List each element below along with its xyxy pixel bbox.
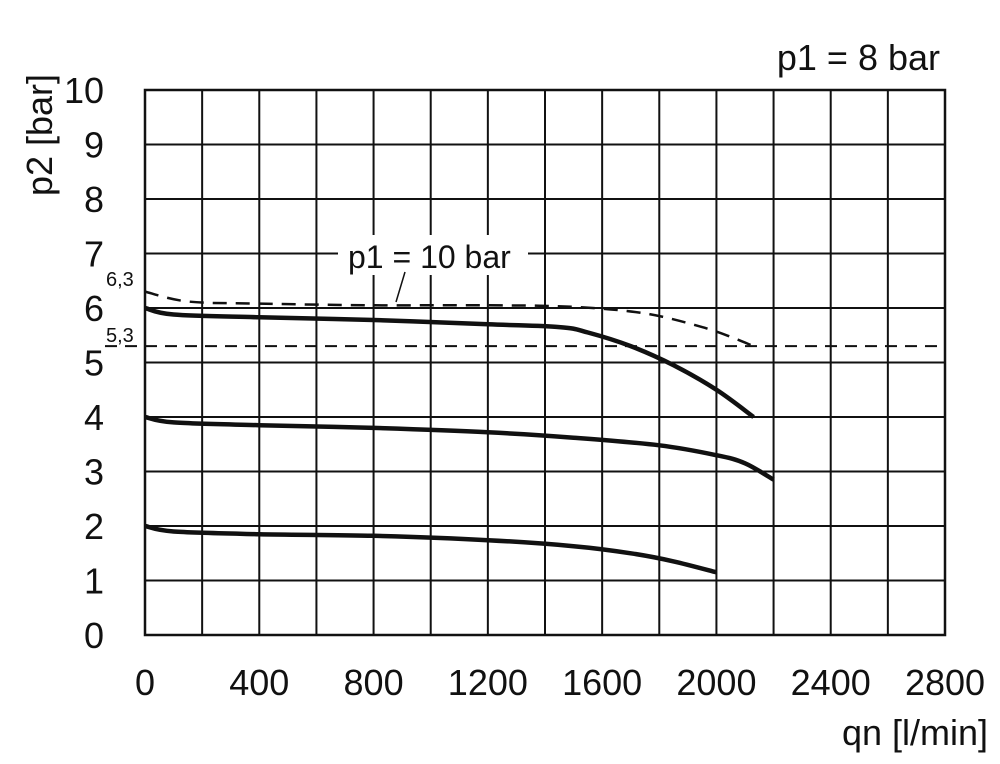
dashed-series-leader (395, 271, 406, 303)
x-tick-label: 1200 (448, 662, 528, 703)
x-tick-labels: 0 400 800 1200 1600 2000 2400 2800 (135, 662, 985, 703)
level-high-label: 6,3 (106, 269, 134, 291)
chart-title: p1 = 8 bar (777, 37, 940, 78)
series-line-3 (144, 523, 717, 575)
series-line-1 (144, 305, 755, 419)
y-axis-label: p2 [bar] (19, 74, 60, 196)
dashed-series-label: p1 = 10 bar (348, 239, 511, 275)
dashed-series-annotation: p1 = 10 bar (338, 235, 528, 303)
x-tick-label: 800 (344, 662, 404, 703)
y-tick-label: 1 (84, 561, 104, 602)
y-tick-labels: 0 1 2 3 4 5 6 7 8 9 10 (64, 70, 104, 656)
x-axis-label: qn [l/min] (842, 712, 988, 753)
x-tick-label: 1600 (562, 662, 642, 703)
grid (143, 88, 947, 637)
x-tick-label: 2800 (905, 662, 985, 703)
y-tick-label: 8 (84, 179, 104, 220)
y-tick-label: 9 (84, 125, 104, 166)
y-tick-label: 2 (84, 506, 104, 547)
y-tick-label: 3 (84, 452, 104, 493)
y-tick-label: 0 (84, 615, 104, 656)
y-tick-label: 6 (84, 288, 104, 329)
y-tick-label: 10 (64, 70, 104, 111)
x-tick-label: 400 (229, 662, 289, 703)
series-line-2 (144, 414, 775, 482)
x-tick-label: 2400 (791, 662, 871, 703)
y-tick-label: 7 (84, 234, 104, 275)
plot-frame (143, 88, 947, 637)
x-tick-label: 0 (135, 662, 155, 703)
series-lines (144, 290, 775, 575)
level-low-label: 5,3 (106, 325, 134, 347)
y-tick-label: 4 (84, 397, 104, 438)
x-tick-label: 2000 (676, 662, 756, 703)
y-tick-label: 5 (84, 343, 104, 384)
